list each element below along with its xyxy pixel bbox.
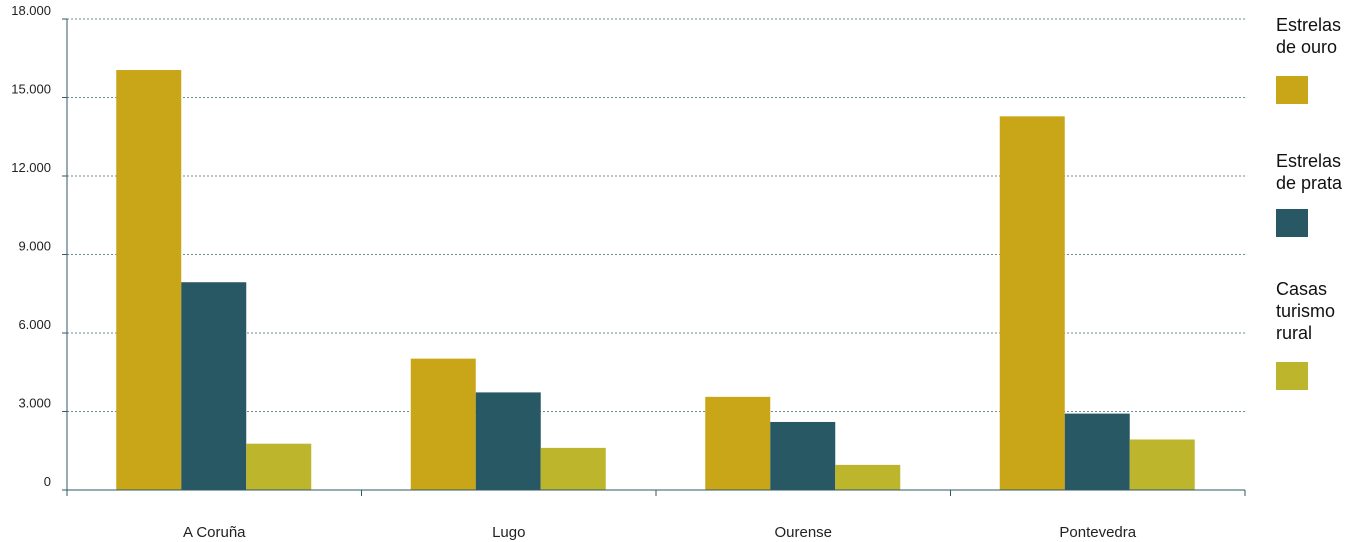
bar xyxy=(1129,439,1195,490)
bar xyxy=(116,70,182,491)
bar-chart: 0 3.000 6.000 9.000 12.000 15.000 18.000 A Cor… xyxy=(11,3,1246,541)
legend-item-estrelas-de-ouro: Estrelas de ouro xyxy=(1276,14,1342,104)
bar xyxy=(1064,413,1130,490)
bars xyxy=(116,70,1195,491)
bar xyxy=(770,421,836,490)
axes xyxy=(66,19,1246,496)
y-tick-label: 6.000 xyxy=(18,317,51,332)
y-tick-label: 9.000 xyxy=(18,239,51,254)
legend-label: Estrelas de prata xyxy=(1276,151,1343,193)
bar xyxy=(246,443,312,490)
x-tick-label: A Coruña xyxy=(183,524,246,541)
y-axis-ticks: 0 3.000 6.000 9.000 12.000 15.000 18.000 xyxy=(11,3,67,491)
bar xyxy=(705,396,771,490)
bar xyxy=(181,282,247,490)
legend-label: Estrelas de ouro xyxy=(1276,15,1342,57)
y-tick-label: 15.000 xyxy=(11,82,51,97)
legend-label: Casas turismo rural xyxy=(1276,279,1336,343)
x-tick-label: Lugo xyxy=(492,524,525,541)
legend-item-casas-turismo-rural: Casas turismo rural xyxy=(1276,278,1336,390)
y-tick-label: 18.000 xyxy=(11,3,51,18)
legend-swatch xyxy=(1276,209,1308,237)
y-tick-label: 12.000 xyxy=(11,160,51,175)
bar xyxy=(410,358,476,490)
y-tick-label: 3.000 xyxy=(18,396,51,411)
legend-item-estrelas-de-prata: Estrelas de prata xyxy=(1276,150,1343,237)
x-tick-label: Ourense xyxy=(774,524,832,541)
legend-swatch xyxy=(1276,362,1308,390)
bar xyxy=(475,392,541,490)
x-axis-labels: A Coruña Lugo Ourense Pontevedra xyxy=(183,524,1137,541)
y-tick-label: 0 xyxy=(44,474,51,489)
legend-swatch xyxy=(1276,76,1308,104)
bar xyxy=(540,447,606,490)
bar xyxy=(999,116,1065,490)
bar xyxy=(835,464,901,490)
x-tick-label: Pontevedra xyxy=(1059,524,1136,541)
